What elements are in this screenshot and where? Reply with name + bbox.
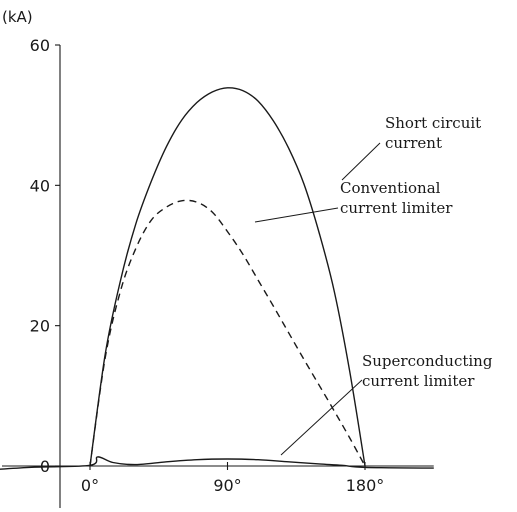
y-tick-label-2: 40 (30, 176, 50, 195)
annotation-leaders (254, 142, 381, 456)
annotation-conventional-line-1: current limiter (340, 199, 453, 217)
annotation-short-circuit-leader (341, 142, 381, 181)
annotation-superconducting-leader (280, 379, 363, 456)
annotation-conventional-line-0: Conventional (340, 179, 441, 197)
annotation-short-circuit-line-1: current (385, 134, 442, 152)
annotations: Short circuit current Conventional current … (340, 114, 493, 390)
x-tick-label-2: 180° (346, 476, 385, 495)
series-group (0, 87, 434, 470)
y-tick-label-1: 20 (30, 317, 50, 336)
superconducting-limiter-line (0, 456, 434, 470)
annotation-superconducting-line-1: current limiter (362, 372, 475, 390)
short-circuit-current-line (89, 87, 366, 467)
annotation-conventional-leader (254, 207, 339, 223)
y-tick-label-3: 60 (30, 36, 50, 55)
annotation-short-circuit: Short circuit current (385, 114, 481, 152)
x-tick-label-0: 0° (81, 476, 99, 495)
annotation-short-circuit-line-0: Short circuit (385, 114, 481, 132)
annotation-conventional: Conventional current limiter (340, 179, 453, 217)
annotation-superconducting-line-0: Superconducting (362, 352, 493, 370)
y-axis-unit-label: (kA) (2, 8, 33, 26)
annotation-superconducting: Superconducting current limiter (362, 352, 493, 390)
axes (2, 45, 434, 508)
x-tick-label-1: 90° (213, 476, 241, 495)
conventional-limiter-line (89, 199, 366, 467)
